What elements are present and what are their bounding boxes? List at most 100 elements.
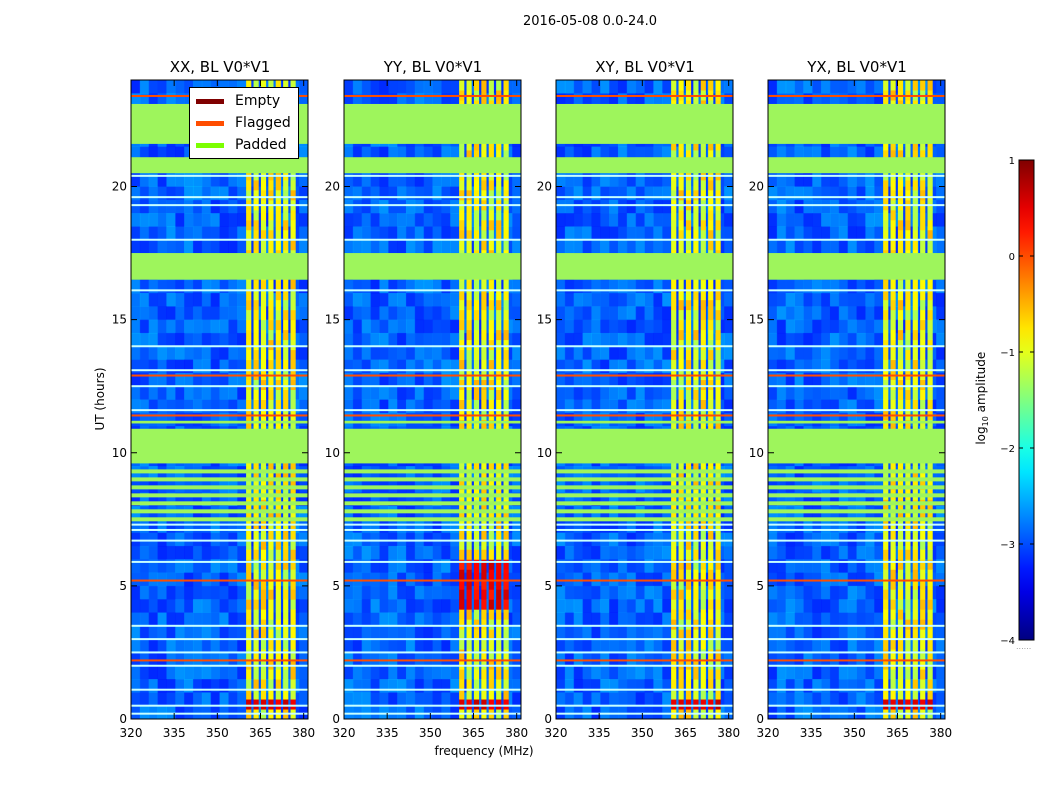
background-cell	[388, 639, 398, 653]
background-cell	[361, 306, 372, 321]
background-cell	[254, 332, 265, 347]
background-cell	[821, 319, 831, 334]
background-cell	[361, 293, 372, 307]
background-cell	[724, 372, 734, 387]
background-cell	[573, 692, 584, 707]
background-cell	[157, 585, 167, 600]
background-cell	[441, 559, 451, 574]
channel-cell	[283, 679, 289, 690]
background-cell	[600, 599, 610, 613]
background-cell	[361, 585, 372, 600]
channel-cell	[503, 479, 509, 490]
channel-cell	[678, 699, 684, 710]
background-cell	[201, 532, 212, 547]
background-cell	[139, 559, 150, 574]
background-cell	[662, 559, 672, 574]
channel-cell	[715, 659, 721, 670]
channel-cell	[496, 469, 502, 480]
background-cell	[785, 239, 796, 254]
channel-cell	[260, 679, 267, 690]
background-cell	[679, 679, 690, 693]
background-cell	[192, 359, 203, 374]
background-cell	[405, 612, 416, 627]
channel-cell	[283, 309, 289, 321]
background-cell	[441, 665, 451, 680]
background-cell	[829, 80, 840, 94]
background-cell	[148, 146, 159, 161]
background-cell	[166, 346, 176, 361]
channel-cell	[488, 529, 494, 540]
background-cell	[617, 332, 628, 347]
channel-cell	[275, 189, 281, 201]
background-cell	[237, 679, 247, 693]
background-cell	[139, 359, 150, 374]
background-cell	[201, 625, 212, 640]
channel-cell	[459, 679, 465, 690]
channel-cell	[715, 539, 721, 550]
background-cell	[370, 173, 380, 187]
channel-cell	[693, 679, 699, 690]
background-cell	[423, 532, 433, 547]
background-cell	[299, 652, 309, 667]
channel-cell	[466, 389, 472, 400]
channel-cell	[671, 609, 677, 620]
background-cell	[794, 306, 804, 321]
channel-cell	[290, 329, 296, 341]
channel-cell	[290, 399, 296, 410]
background-cell	[254, 359, 265, 374]
channel-cell	[268, 329, 274, 341]
background-cell	[635, 199, 645, 214]
background-cell	[388, 239, 398, 254]
background-cell	[609, 306, 619, 321]
background-cell	[379, 639, 389, 653]
background-cell	[600, 705, 610, 720]
background-cell	[794, 80, 804, 94]
background-cell	[626, 559, 637, 574]
channel-cell	[246, 639, 252, 650]
background-cell	[397, 519, 407, 534]
background-cell	[414, 519, 425, 534]
background-cell	[609, 625, 619, 640]
background-cell	[299, 293, 309, 307]
background-cell	[874, 346, 884, 361]
channel-cell	[268, 179, 274, 191]
channel-cell	[488, 659, 494, 670]
background-cell	[812, 412, 822, 427]
background-cell	[936, 399, 946, 414]
background-cell	[254, 585, 265, 600]
background-cell	[564, 492, 575, 507]
background-cell	[573, 639, 584, 653]
padded-line	[344, 469, 521, 474]
channel-cell	[693, 379, 699, 391]
background-cell	[432, 412, 442, 427]
background-cell	[192, 625, 203, 640]
background-cell	[874, 279, 884, 294]
background-cell	[157, 692, 167, 707]
background-cell	[450, 346, 460, 361]
background-cell	[556, 279, 566, 294]
background-cell	[219, 359, 229, 374]
channel-cell	[459, 529, 465, 540]
channel-cell	[715, 629, 721, 640]
background-cell	[768, 306, 778, 321]
background-cell	[609, 599, 619, 613]
background-cell	[591, 239, 601, 254]
channel-cell	[290, 619, 296, 630]
channel-cell	[459, 309, 465, 321]
background-cell	[644, 665, 654, 680]
channel-cell	[459, 479, 465, 490]
background-cell	[139, 213, 150, 227]
channel-cell	[496, 139, 502, 151]
channel-cell	[275, 399, 281, 410]
background-cell	[157, 492, 167, 507]
background-cell	[609, 186, 619, 201]
background-cell	[237, 492, 247, 507]
background-cell	[564, 80, 575, 94]
background-cell	[157, 412, 167, 427]
channel-cell	[685, 299, 692, 311]
channel-cell	[700, 399, 706, 410]
background-cell	[600, 306, 610, 321]
background-cell	[201, 679, 212, 693]
background-cell	[662, 332, 672, 347]
channel-cell	[481, 219, 487, 231]
